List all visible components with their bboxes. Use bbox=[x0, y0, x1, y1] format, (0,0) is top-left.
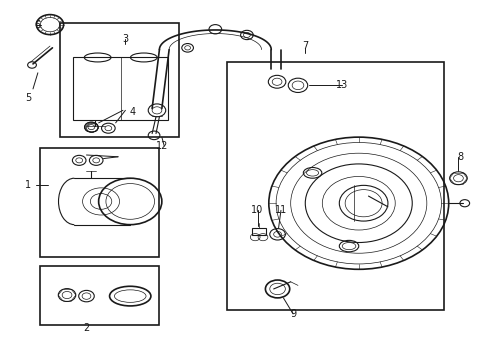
Text: 3: 3 bbox=[122, 34, 128, 44]
Bar bbox=[40, 266, 159, 325]
Bar bbox=[40, 148, 159, 257]
Bar bbox=[60, 23, 179, 137]
Text: 9: 9 bbox=[289, 309, 296, 319]
Text: 10: 10 bbox=[250, 205, 262, 215]
Text: 1: 1 bbox=[25, 180, 31, 190]
Bar bbox=[227, 62, 443, 310]
Text: 8: 8 bbox=[457, 152, 463, 162]
Text: 2: 2 bbox=[83, 323, 89, 333]
Text: 4: 4 bbox=[129, 107, 136, 117]
Bar bbox=[251, 228, 266, 235]
Text: 6: 6 bbox=[35, 19, 41, 30]
Text: 12: 12 bbox=[155, 141, 168, 151]
Text: 7: 7 bbox=[302, 41, 308, 51]
Text: 11: 11 bbox=[274, 205, 286, 215]
Text: 5: 5 bbox=[25, 93, 31, 103]
Text: 13: 13 bbox=[335, 80, 347, 90]
Bar bbox=[73, 58, 168, 120]
